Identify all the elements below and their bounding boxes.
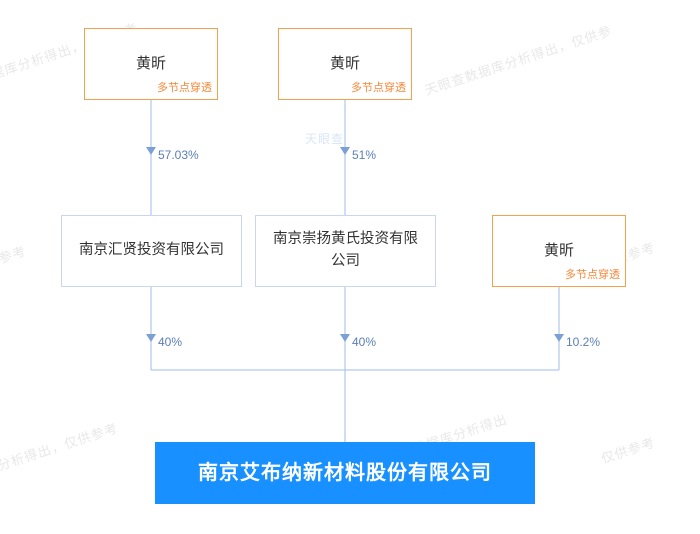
person-label: 黄昕: [330, 53, 360, 76]
edge-label: 40%: [352, 335, 376, 349]
multi-node-tag: 多节点穿透: [157, 80, 212, 97]
watermark: 得出，仅供参考: [0, 240, 29, 288]
watermark: 天眼查数据库分析得出，仅供参: [422, 20, 614, 99]
edge-label: 40%: [158, 335, 182, 349]
company-node-1[interactable]: 南京汇贤投资有限公司: [61, 215, 242, 287]
target-label: 南京艾布纳新材料股份有限公司: [198, 458, 492, 488]
target-company-node[interactable]: 南京艾布纳新材料股份有限公司: [155, 442, 535, 504]
person-node-1[interactable]: 黄昕 多节点穿透: [84, 28, 218, 100]
edge-label: 10.2%: [566, 335, 600, 349]
multi-node-tag: 多节点穿透: [351, 80, 406, 97]
watermark: 查数据库分析得出，仅供参考: [0, 417, 120, 491]
watermark-logo: 天眼查: [305, 130, 344, 147]
multi-node-tag: 多节点穿透: [565, 267, 620, 284]
company-label: 南京崇扬黄氏投资有限公司: [266, 229, 425, 273]
person-label: 黄昕: [544, 240, 574, 263]
person-node-3[interactable]: 黄昕 多节点穿透: [492, 215, 626, 287]
company-node-2[interactable]: 南京崇扬黄氏投资有限公司: [255, 215, 436, 287]
person-label: 黄昕: [136, 53, 166, 76]
watermark: 仅供参考: [598, 432, 657, 467]
person-node-2[interactable]: 黄昕 多节点穿透: [278, 28, 412, 100]
company-label: 南京汇贤投资有限公司: [79, 240, 224, 262]
edge-label: 51%: [352, 148, 376, 162]
edge-label: 57.03%: [158, 148, 199, 162]
